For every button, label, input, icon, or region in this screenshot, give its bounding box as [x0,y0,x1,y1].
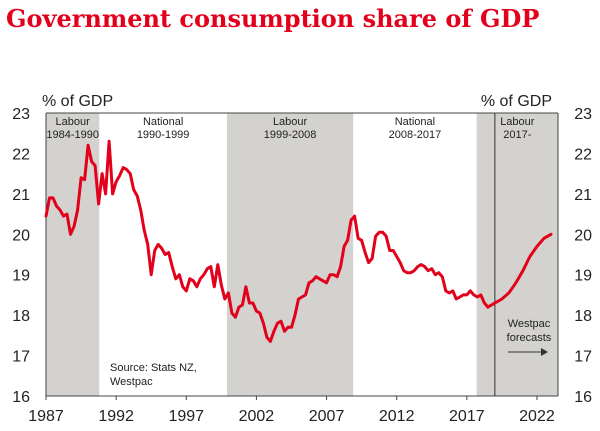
forecast-label-line-1: Westpac [508,318,551,330]
period-band-2 [226,113,354,396]
y-tick-left-18: 18 [12,308,30,325]
government-period-labels: Labour1984-1990National1990-1999Labour19… [46,116,534,141]
period-party-1: National [143,116,183,128]
period-party-0: Labour [56,116,91,128]
y-tick-right-17: 17 [574,349,592,366]
y-tick-left-23: 23 [12,106,30,123]
y-tick-right-21: 21 [574,187,592,204]
y-tick-right-20: 20 [574,227,592,244]
y-axis-unit-right: % of GDP [481,93,552,110]
x-tick-2002: 2002 [239,408,275,425]
x-tick-1997: 1997 [168,408,204,425]
government-period-bands [46,113,558,396]
y-tick-left-16: 16 [12,389,30,406]
period-years-4: 2017- [503,129,531,141]
period-party-2: Labour [273,116,308,128]
period-party-3: National [395,116,435,128]
forecast-arrow [508,348,548,356]
x-tick-2022: 2022 [519,408,555,425]
y-tick-left-17: 17 [12,349,30,366]
x-tick-1992: 1992 [98,408,134,425]
period-band-4 [476,113,558,396]
chart-title: Government consumption share of GDP [6,4,540,33]
y-axis-left-ticks: 16 17 18 19 20 21 22 23 [12,106,30,406]
series-lines [44,139,553,343]
series-line-1 [486,232,553,309]
y-axis-right-ticks: 16 17 18 19 20 21 22 23 [574,106,592,406]
y-tick-left-20: 20 [12,227,30,244]
series-line-0 [44,139,490,343]
y-tick-right-19: 19 [574,268,592,285]
period-years-3: 2008-2017 [389,129,442,141]
x-tick-2007: 2007 [309,408,345,425]
period-years-2: 1999-2008 [264,129,317,141]
period-party-4: Labour [500,116,535,128]
y-tick-right-22: 22 [574,146,592,163]
source-note-line-1: Source: Stats NZ, [110,362,197,374]
x-tick-2012: 2012 [379,408,415,425]
forecast-label-line-2: forecasts [507,332,552,344]
y-tick-left-22: 22 [12,146,30,163]
period-years-0: 1984-1990 [46,129,99,141]
y-tick-left-19: 19 [12,268,30,285]
y-tick-right-16: 16 [574,389,592,406]
period-years-1: 1990-1999 [137,129,190,141]
y-tick-right-23: 23 [574,106,592,123]
axes [45,112,559,397]
x-axis-ticks: 1987 1992 1997 2002 2007 2012 2017 2022 [28,396,555,425]
y-axis-unit-left: % of GDP [42,93,113,110]
y-tick-left-21: 21 [12,187,30,204]
x-tick-1987: 1987 [28,408,64,425]
x-tick-2017: 2017 [449,408,485,425]
source-note-line-2: Westpac [110,376,153,388]
y-tick-right-18: 18 [574,308,592,325]
